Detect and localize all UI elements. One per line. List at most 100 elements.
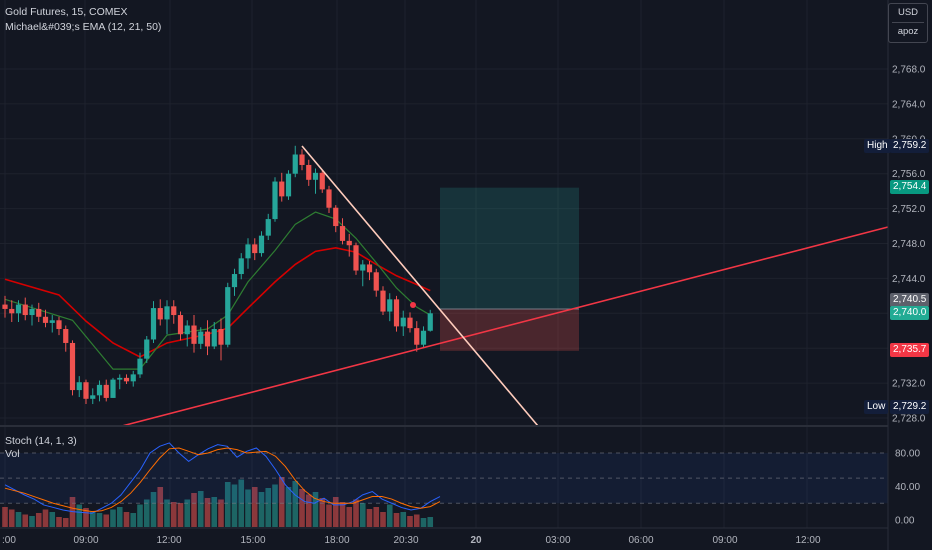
candle-body: [90, 395, 96, 399]
candle: [245, 238, 251, 269]
volume-bar: [427, 517, 434, 527]
volume-bar: [332, 497, 339, 527]
candle-body: [177, 315, 184, 335]
candle: [29, 304, 35, 326]
oscillator-title[interactable]: Stoch (14, 1, 3): [5, 435, 77, 447]
oscillator-tick-label: 40.00: [895, 482, 920, 493]
candle-body: [299, 154, 305, 165]
indicator-label[interactable]: Michael&#039;s EMA (12, 21, 50): [5, 21, 162, 33]
candle: [292, 145, 298, 178]
candle: [9, 300, 15, 323]
candle: [2, 295, 8, 318]
position-target-zone[interactable]: [440, 187, 579, 309]
volume-bar: [299, 489, 305, 527]
volume-bar: [170, 502, 177, 527]
volume-bar: [400, 512, 407, 527]
volume-bar: [29, 516, 35, 527]
candle: [198, 327, 204, 350]
volume-bar: [420, 518, 427, 527]
candle-body: [110, 379, 116, 398]
candle-body: [96, 384, 103, 396]
volume-bar: [272, 484, 278, 527]
candle: [272, 177, 278, 222]
candle: [346, 233, 352, 257]
candle-body: [292, 154, 298, 174]
candle: [76, 376, 82, 398]
ema-fast-line[interactable]: [4, 211, 431, 370]
volume-bar: [251, 487, 258, 527]
time-tick-label: 18:00: [324, 535, 349, 546]
candle-body: [373, 272, 379, 291]
volume-bar: [204, 498, 211, 527]
candle-body: [137, 358, 143, 375]
candle: [312, 168, 319, 194]
candle-body: [218, 329, 224, 345]
volume-bar: [110, 509, 116, 527]
candle-body: [366, 264, 373, 273]
time-axis-ticks: :00 09:00 12:00 15:00 18:00 20:30 20 03:00 06:00…: [2, 535, 821, 546]
candle: [184, 320, 190, 347]
volume-bar: [265, 488, 272, 527]
candle-body: [211, 329, 217, 347]
volume-bar: [211, 497, 218, 527]
candle: [69, 340, 76, 396]
candle-body: [326, 189, 332, 208]
candle: [117, 374, 123, 390]
candle-body: [130, 374, 136, 382]
candle: [123, 374, 130, 384]
time-tick-label: 09:00: [712, 535, 737, 546]
candle-body: [339, 226, 346, 241]
ema-slow-line[interactable]: [4, 247, 431, 358]
candle: [400, 310, 406, 336]
candle: [407, 312, 413, 333]
candle: [326, 185, 332, 213]
ascending-trendline[interactable]: [121, 226, 889, 427]
position-stop-zone[interactable]: [440, 308, 579, 351]
candle-body: [171, 306, 177, 316]
candle: [63, 325, 69, 352]
time-tick-label: 06:00: [628, 535, 653, 546]
candle-body: [63, 329, 69, 343]
candle: [225, 282, 231, 348]
price-axis-ticks: 2,768.02,764.02,760.02,756.02,752.02,748…: [892, 65, 926, 425]
candle-body: [22, 304, 28, 316]
candle: [319, 170, 325, 193]
candle-body: [69, 342, 76, 391]
candle: [90, 388, 96, 405]
volume-bar: [62, 518, 69, 527]
volume-bar: [245, 489, 251, 527]
candle: [333, 205, 339, 233]
volume-label[interactable]: Vol: [5, 448, 20, 460]
volume-bar: [116, 507, 123, 527]
currency-selector[interactable]: USD apoz: [888, 3, 928, 43]
volume-bar: [413, 514, 420, 527]
candle-body: [346, 240, 352, 246]
volume-bar: [130, 513, 137, 527]
candle: [96, 380, 103, 402]
volume-bar: [164, 499, 170, 527]
time-tick-label: :00: [2, 535, 16, 546]
last-price-tag: 2,740.5: [890, 293, 930, 307]
volume-bar: [346, 507, 353, 527]
candle: [366, 260, 373, 281]
account-name: apoz: [897, 26, 919, 37]
candle-body: [225, 287, 231, 345]
candle: [231, 268, 238, 296]
symbol-title[interactable]: Gold Futures, 15, COMEX: [5, 6, 128, 18]
current-price-tag: 2,740.0: [890, 306, 930, 320]
volume-bar: [96, 513, 103, 527]
candle: [420, 326, 427, 349]
volume-bar: [285, 487, 292, 527]
alert-dot[interactable]: [410, 302, 416, 308]
volume-bar: [22, 514, 29, 527]
candle: [380, 286, 386, 316]
volume-bars: [2, 477, 434, 527]
currency-divider: [892, 22, 924, 23]
candle-body: [279, 181, 285, 197]
descending-trendline[interactable]: [301, 145, 539, 427]
price-tick-label: 2,744.0: [892, 274, 926, 285]
candle: [56, 316, 62, 336]
candle-body: [252, 244, 258, 254]
candle-body: [56, 320, 62, 330]
